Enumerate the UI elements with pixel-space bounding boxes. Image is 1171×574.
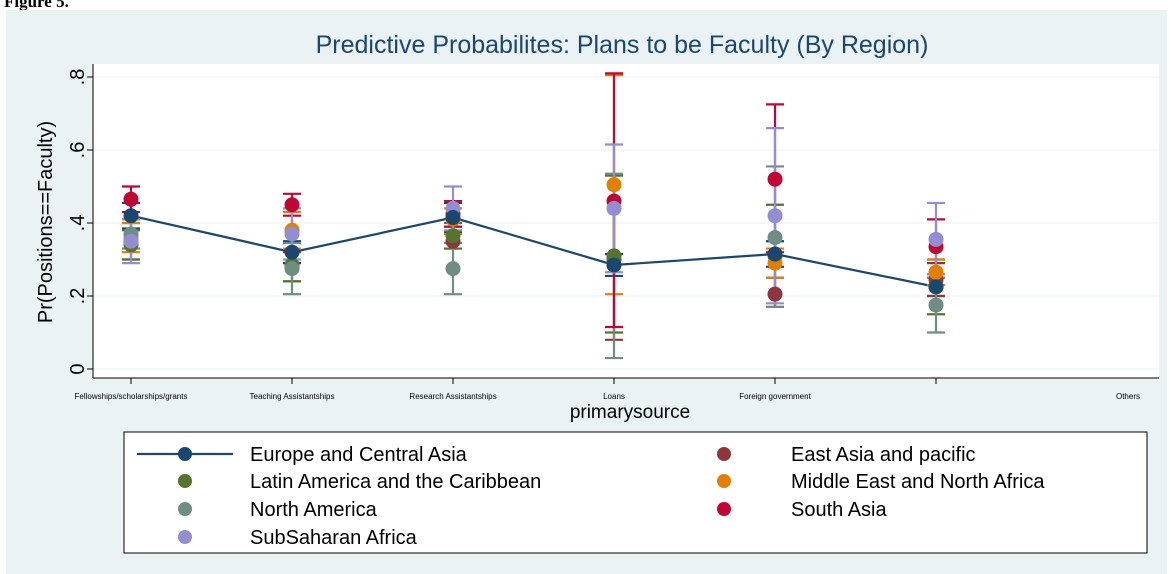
legend-label: Middle East and North Africa xyxy=(791,471,1045,493)
legend-marker xyxy=(178,502,192,516)
legend-label: South Asia xyxy=(791,499,888,521)
data-point xyxy=(445,210,461,226)
axes: 0 .2 .4 .6 .8 Fellowships/scholarships/grants… xyxy=(67,64,1159,401)
data-point xyxy=(767,208,783,224)
y-tick-label: .8 xyxy=(67,69,89,86)
legend-label: Europe and Central Asia xyxy=(250,444,468,466)
data-point xyxy=(928,279,944,295)
data-point xyxy=(123,208,139,224)
x-tick-label: Others xyxy=(1116,392,1140,401)
data-point xyxy=(928,231,944,247)
series-line xyxy=(130,214,937,288)
data-point xyxy=(445,228,461,244)
data-point xyxy=(767,286,783,302)
data-point xyxy=(606,200,622,216)
data-point xyxy=(767,171,783,187)
x-tick-label: Loans xyxy=(603,392,625,401)
x-tick-label: Teaching Assistantships xyxy=(250,392,335,401)
data-point xyxy=(606,257,622,273)
data-point xyxy=(767,246,783,262)
legend-marker xyxy=(178,530,192,544)
y-axis-title: Pr(Positions==Faculty) xyxy=(35,121,57,323)
y-tick-label: .6 xyxy=(67,142,89,159)
data-point xyxy=(445,261,461,277)
x-tick-label: Research Assistantships xyxy=(409,392,496,401)
data-points xyxy=(123,171,944,313)
data-point xyxy=(767,230,783,246)
data-point xyxy=(928,297,944,313)
figure-caption: Figure 5. xyxy=(4,0,69,11)
legend: Europe and Central Asia East Asia and pac… xyxy=(123,431,1148,554)
data-point xyxy=(606,177,622,193)
x-axis-title: primarysource xyxy=(570,402,690,423)
data-point xyxy=(284,261,300,277)
legend-label: East Asia and pacific xyxy=(791,444,976,466)
legend-marker xyxy=(178,447,192,461)
data-point xyxy=(123,233,139,249)
chart-title: Predictive Probabilites: Plans to be Fac… xyxy=(316,31,929,59)
legend-box xyxy=(123,431,1148,554)
data-point xyxy=(284,244,300,260)
series-lines xyxy=(130,214,937,288)
legend-label: North America xyxy=(250,499,378,521)
y-tick-label: .2 xyxy=(67,288,89,305)
x-tick-label: Foreign government xyxy=(739,392,811,401)
data-point xyxy=(284,197,300,213)
data-point xyxy=(284,226,300,242)
legend-marker xyxy=(178,474,192,488)
data-point xyxy=(123,191,139,207)
y-tick-label: .4 xyxy=(67,215,89,232)
grid-lines xyxy=(93,76,1159,370)
legend-marker xyxy=(717,447,731,461)
legend-label: Latin America and the Caribbean xyxy=(250,471,541,493)
plot-region xyxy=(93,64,1159,378)
legend-label: SubSaharan Africa xyxy=(250,527,418,549)
legend-marker xyxy=(717,502,731,516)
x-tick-label: Fellowships/scholarships/grants xyxy=(75,392,188,401)
y-tick-label: 0 xyxy=(67,363,89,374)
legend-marker xyxy=(717,474,731,488)
data-point xyxy=(928,264,944,280)
